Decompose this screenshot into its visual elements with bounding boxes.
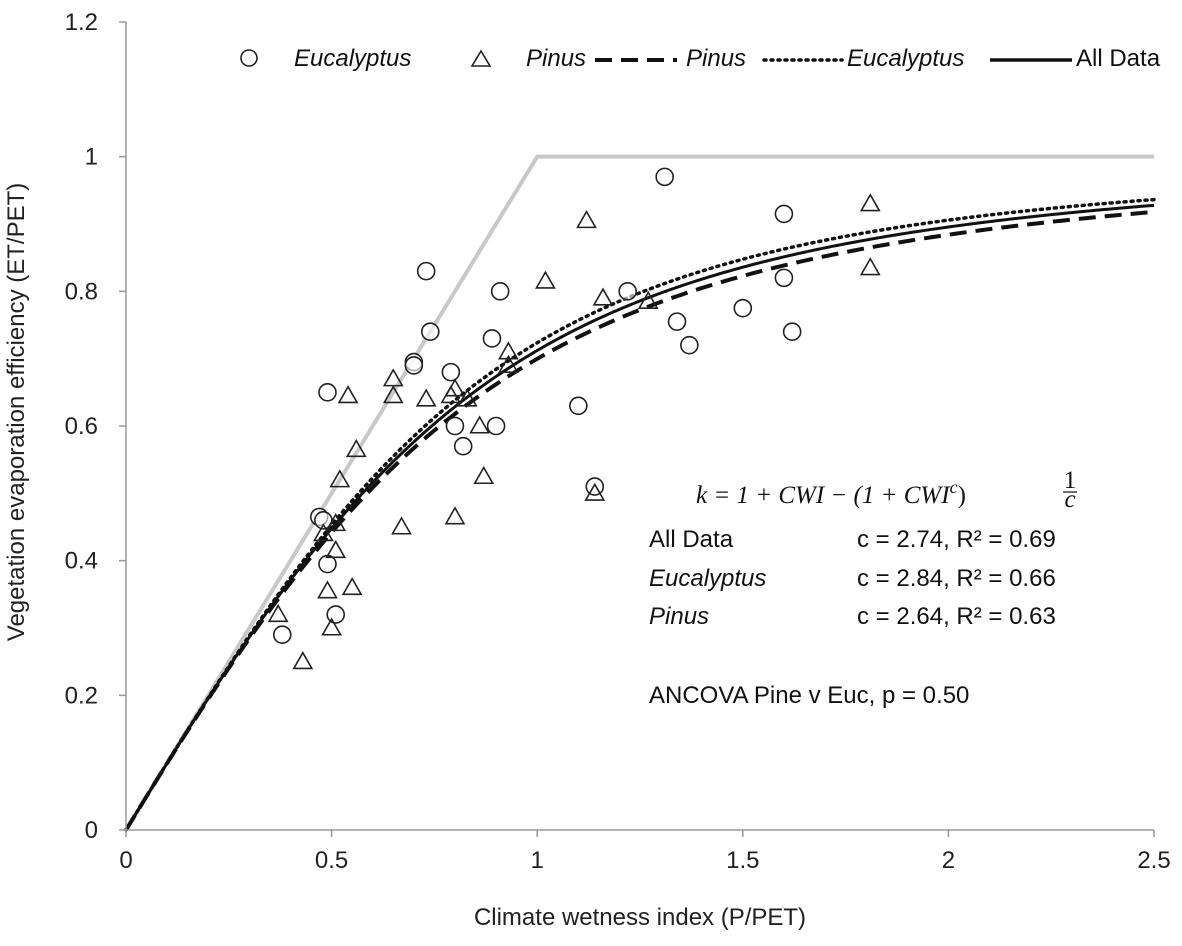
x-tick-label: 2.5 (1137, 847, 1170, 874)
eucalyptus-point (618, 282, 637, 301)
eucalyptus-point (680, 335, 699, 355)
pinus-point (584, 482, 606, 501)
pinus-point (292, 651, 314, 670)
eucalyptus-point (420, 322, 440, 342)
legend-eucalyptus-points-label: Eucalyptus (294, 45, 411, 72)
legend: Eucalyptus Pinus Pinus Eucalyptus All Da… (240, 45, 1161, 72)
stats-label-all: All Data (649, 526, 734, 553)
legend-eucalyptus-fit-label: Eucalyptus (847, 45, 964, 72)
pinus-point (535, 270, 556, 289)
eucalyptus-point (482, 329, 502, 348)
pinus-point (456, 388, 478, 407)
eucalyptus-point (326, 605, 346, 624)
fit-curves-layer (124, 197, 1156, 832)
legend-all-fit-label: All Data (1076, 45, 1161, 72)
pinus-point (576, 210, 597, 229)
eucalyptus-point (441, 362, 461, 382)
legend-pinus-marker (470, 49, 492, 67)
y-tick-label: 0.2 (65, 682, 98, 709)
pinus-point (325, 539, 347, 559)
pinus-point (859, 257, 881, 276)
eucalyptus-point (655, 167, 674, 187)
eucalyptus-point (486, 416, 506, 436)
y-axis-title: Vegetation evaporation efficiency (ET/PE… (3, 183, 30, 641)
equation-close-paren: ) (958, 482, 966, 509)
legend-pinus-points-label: Pinus (526, 45, 586, 72)
x-axis-title: Climate wetness index (P/PET) (474, 904, 806, 931)
stats-value-all: c = 2.74, R² = 0.69 (857, 526, 1056, 553)
stats-label-pinus: Pinus (649, 603, 709, 630)
equation: k = 1 + CWI − (1 + CWIc) 1 c (696, 467, 1077, 513)
eucalyptus-point (404, 356, 424, 375)
stats-label-eucalyptus: Eucalyptus (649, 565, 766, 592)
reference-limit-line (124, 154, 1154, 832)
pinus-point (415, 388, 437, 407)
stats-value-eucalyptus: c = 2.84, R² = 0.66 (857, 565, 1056, 592)
fit-curve-eucalyptus (124, 197, 1156, 832)
pinus-point (498, 354, 519, 373)
eucalyptus-point (733, 298, 753, 318)
eucalyptus-point (453, 436, 473, 456)
pinus-point (859, 193, 881, 212)
fit-statistics: All Data c = 2.74, R² = 0.69 Eucalyptus … (649, 526, 1056, 709)
y-tick-label: 1 (85, 144, 98, 171)
pinus-point (444, 506, 466, 525)
ancova-result: ANCOVA Pine v Euc, p = 0.50 (649, 682, 969, 709)
eucalyptus-point (774, 204, 794, 224)
equation-main: k = 1 + CWI − (1 + CWIc) (696, 477, 966, 509)
legend-eucalyptus-marker (240, 49, 258, 67)
pinus-point (317, 580, 338, 599)
pinus-point (337, 385, 359, 404)
equation-lhs: k = 1 + CWI − (1 + CWI (696, 482, 951, 509)
pinus-point (382, 368, 404, 387)
x-tick-label: 1 (531, 847, 544, 874)
eucalyptus-point (272, 625, 292, 645)
x-tick-label: 0.5 (315, 847, 348, 874)
eucalyptus-point (585, 477, 605, 496)
eucalyptus-point (416, 261, 436, 281)
eucalyptus-point (569, 396, 588, 416)
legend-pinus-fit-label: Pinus (686, 45, 746, 72)
equation-exponent-denominator: c (1064, 486, 1075, 513)
reference-line-layer (124, 154, 1154, 832)
y-tick-label: 0 (85, 817, 98, 844)
pinus-point (444, 378, 466, 397)
axes (125, 22, 1154, 831)
equation-superscript-c: c (950, 477, 958, 497)
pinus-point (391, 516, 412, 535)
pinus-point (312, 523, 334, 542)
pinus-point (473, 465, 495, 485)
eucalyptus-point (490, 282, 510, 301)
pinus-point (267, 603, 289, 623)
fit-curve-all-data (124, 203, 1155, 831)
pinus-point (592, 287, 614, 306)
stats-value-pinus: c = 2.64, R² = 0.63 (857, 603, 1056, 630)
data-points-layer (267, 167, 881, 670)
x-tick-label: 2 (942, 847, 955, 874)
pinus-point (469, 415, 491, 434)
y-tick-label: 0.8 (65, 278, 98, 305)
pinus-point (382, 385, 404, 404)
pinus-point (345, 438, 367, 458)
pinus-point (321, 617, 342, 636)
eucalyptus-point (445, 416, 465, 436)
tick-layer: 0 0.5 1 1.5 2 2.5 0 0.2 0.4 0.6 0.8 1 1.2 (65, 9, 1171, 874)
eucalyptus-point (774, 268, 794, 288)
fit-curve-pinus (124, 209, 1155, 832)
pinus-point (341, 576, 363, 596)
equation-exponent-numerator: 1 (1064, 467, 1077, 494)
eucalyptus-point (667, 312, 687, 331)
y-tick-label: 0.6 (65, 413, 98, 440)
eucalyptus-point (318, 383, 337, 402)
y-tick-label: 0.4 (65, 548, 98, 575)
pinus-point (329, 469, 351, 488)
x-tick-label: 1.5 (726, 847, 759, 874)
pinus-point (325, 513, 347, 532)
pinus-point (637, 290, 659, 309)
pinus-point (498, 341, 519, 360)
eucalyptus-point (782, 322, 802, 342)
y-tick-label: 1.2 (65, 9, 98, 36)
x-tick-label: 0 (119, 847, 132, 874)
